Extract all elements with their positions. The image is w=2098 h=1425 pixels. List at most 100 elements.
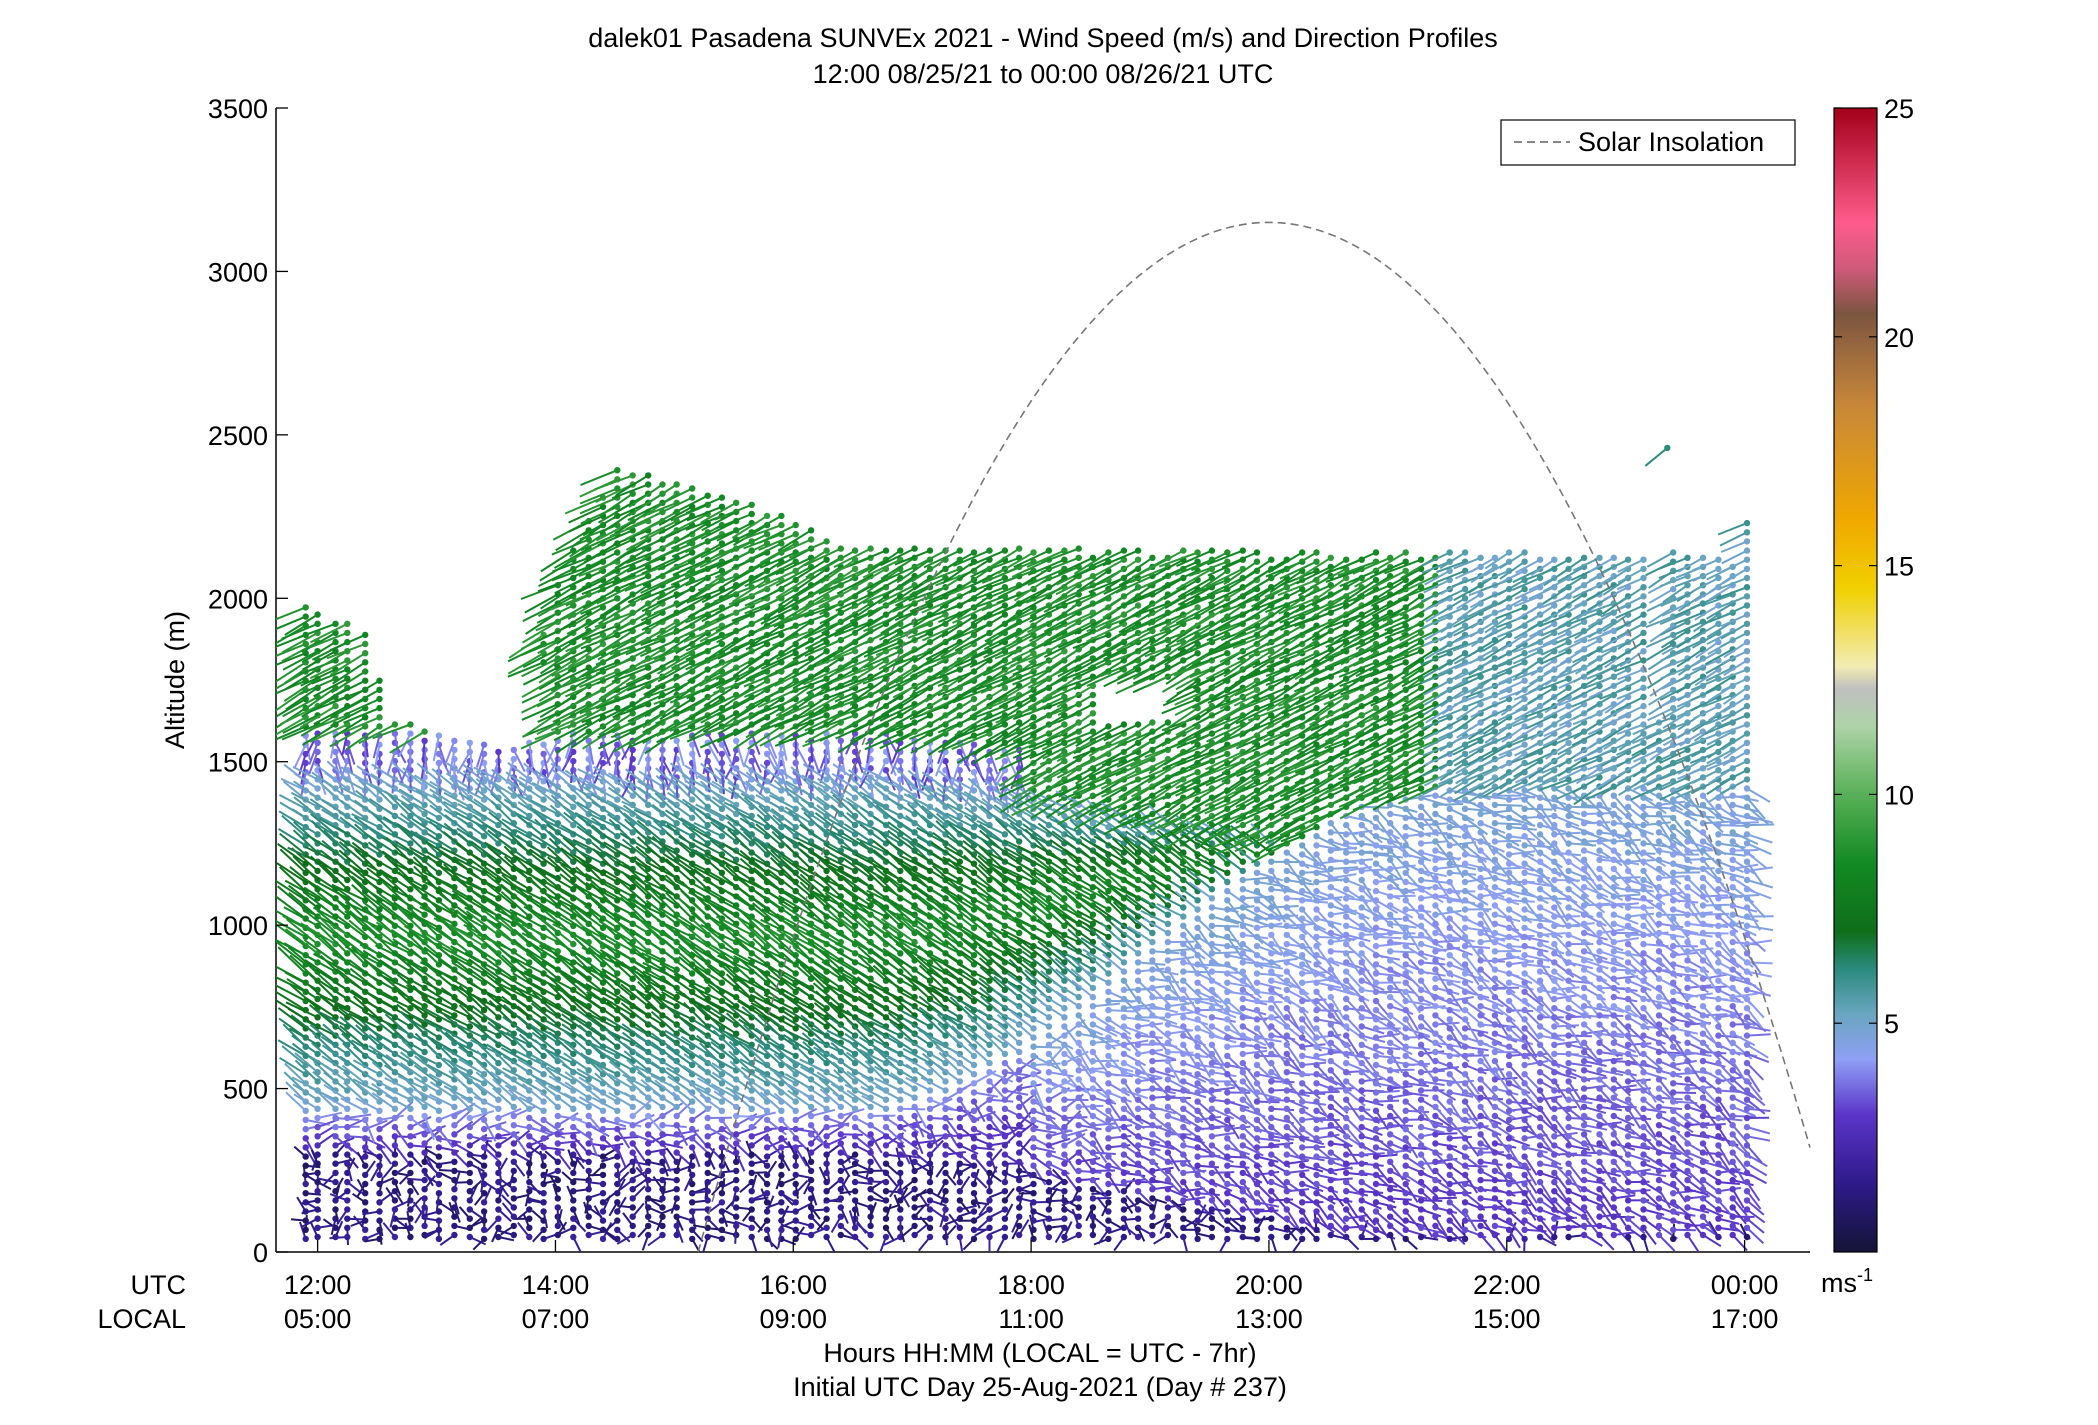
wind-barb-shaft bbox=[276, 885, 307, 911]
wind-barb-point bbox=[704, 1215, 711, 1222]
wind-barb-shaft bbox=[345, 725, 381, 751]
wind-barb-shaft bbox=[330, 670, 366, 694]
wind-barb-shaft bbox=[377, 911, 411, 936]
wind-barb-point bbox=[748, 501, 755, 508]
wind-barb-point bbox=[314, 1142, 321, 1149]
wind-barb-point bbox=[480, 741, 488, 748]
wind-barb-point bbox=[570, 1123, 577, 1131]
wind-barb-shaft bbox=[342, 1042, 366, 1066]
wind-barb-point bbox=[659, 481, 666, 488]
wind-barb-point bbox=[554, 1140, 561, 1147]
wind-barb-shaft bbox=[362, 886, 396, 909]
wind-barb-point bbox=[807, 1140, 815, 1147]
wind-barb-shaft bbox=[284, 613, 319, 636]
wind-barb-point bbox=[332, 620, 339, 627]
wind-barb-point bbox=[748, 1123, 755, 1131]
wind-barb-point bbox=[689, 1171, 696, 1179]
wind-barb-point bbox=[599, 1171, 607, 1179]
wind-barb-point bbox=[763, 1135, 771, 1142]
wind-barb-point bbox=[614, 1016, 621, 1023]
wind-barb-point bbox=[585, 838, 592, 845]
wind-barb-shaft bbox=[522, 602, 559, 622]
wind-barb-shaft bbox=[370, 811, 396, 836]
wind-barb-point bbox=[673, 1003, 680, 1010]
wind-barb-shaft bbox=[367, 841, 396, 863]
wind-barb-point bbox=[314, 1032, 321, 1039]
wind-barb-point bbox=[376, 1190, 383, 1197]
wind-barb-point bbox=[778, 1107, 785, 1115]
wind-barb-shaft bbox=[572, 1117, 597, 1129]
wind-barb-shaft bbox=[281, 632, 319, 654]
wind-barb-point bbox=[718, 1190, 726, 1197]
wind-barb-shaft bbox=[355, 1024, 381, 1048]
wind-barb-point bbox=[314, 1224, 321, 1232]
wind-barb-point bbox=[792, 1116, 799, 1124]
wind-barb-point bbox=[314, 1133, 321, 1140]
wind-barb-point bbox=[689, 1235, 696, 1243]
wind-barb-shaft bbox=[394, 1100, 414, 1119]
wind-barb-point bbox=[362, 1226, 369, 1234]
wind-barb-point bbox=[526, 1114, 533, 1122]
wind-barb-point bbox=[362, 1180, 369, 1188]
wind-barb-point bbox=[629, 1213, 636, 1220]
wind-barb-point bbox=[344, 657, 351, 664]
wind-barb-point bbox=[718, 1162, 726, 1169]
wind-barb-point bbox=[391, 1178, 399, 1186]
wind-barb-point bbox=[748, 1133, 755, 1140]
wind-barb-point bbox=[540, 1180, 547, 1188]
wind-barb-shaft bbox=[428, 1073, 455, 1090]
wind-barb-point bbox=[407, 1096, 414, 1103]
wind-barb-point bbox=[807, 1131, 815, 1138]
wind-barb-shaft bbox=[287, 884, 319, 909]
wind-barb-point bbox=[823, 1215, 830, 1222]
wind-barb-shaft bbox=[366, 834, 396, 854]
wind-barb-shaft bbox=[312, 906, 348, 927]
wind-barb-point bbox=[466, 1169, 473, 1177]
wind-barb-point bbox=[718, 750, 726, 758]
wind-barb-shaft bbox=[386, 751, 396, 776]
wind-barb-point bbox=[391, 1160, 399, 1167]
wind-barb-point bbox=[792, 970, 799, 977]
wind-barb-point bbox=[435, 1235, 443, 1243]
wind-barb-point bbox=[407, 1133, 414, 1140]
wind-barb-shaft bbox=[279, 1056, 307, 1076]
wind-barb-point bbox=[570, 1197, 577, 1204]
wind-barb-shaft bbox=[331, 883, 366, 902]
wind-barb-point bbox=[332, 748, 339, 756]
wind-barb-shaft bbox=[315, 884, 348, 909]
wind-barb-point bbox=[526, 1151, 533, 1158]
wind-barb-point bbox=[480, 1235, 488, 1243]
wind-barb-point bbox=[673, 1176, 680, 1184]
wind-barb-point bbox=[554, 1122, 561, 1129]
wind-barb-shaft bbox=[311, 820, 337, 845]
wind-barb-shaft bbox=[338, 849, 366, 874]
wind-barb-shaft bbox=[362, 980, 396, 1000]
wind-barb-point bbox=[792, 1144, 799, 1151]
wind-barb-point bbox=[314, 1169, 321, 1177]
wind-barb-point bbox=[629, 1204, 636, 1211]
wind-barb-point bbox=[733, 1213, 740, 1220]
wind-barb-point bbox=[332, 1105, 339, 1113]
wind-barb-point bbox=[554, 1158, 561, 1166]
wind-barb-point bbox=[570, 1188, 577, 1195]
wind-barb-point bbox=[332, 1169, 339, 1177]
wind-barb-shaft bbox=[312, 1031, 337, 1055]
wind-barb-point bbox=[570, 1169, 577, 1177]
wind-barb-point bbox=[807, 1176, 815, 1184]
wind-barb-shaft bbox=[647, 749, 650, 775]
wind-barb-point bbox=[362, 1199, 369, 1206]
wind-barb-point bbox=[718, 1235, 726, 1243]
chart-subtitle: 12:00 08/25/21 to 00:00 08/26/21 UTC bbox=[813, 59, 1274, 89]
wind-barb-point bbox=[599, 1107, 607, 1115]
wind-barb-point bbox=[344, 1133, 351, 1140]
wind-barb-shaft bbox=[317, 915, 348, 945]
wind-barb-point bbox=[540, 741, 547, 748]
wind-barb-shaft bbox=[286, 978, 319, 1000]
wind-barb-point bbox=[673, 1186, 680, 1193]
wind-barb-shaft bbox=[363, 959, 396, 982]
wind-barb-point bbox=[391, 767, 399, 774]
wind-barb-point bbox=[554, 1131, 561, 1138]
wind-barb-point bbox=[407, 730, 414, 737]
wind-barb-point bbox=[421, 1003, 428, 1010]
wind-barb-shaft bbox=[308, 742, 319, 765]
